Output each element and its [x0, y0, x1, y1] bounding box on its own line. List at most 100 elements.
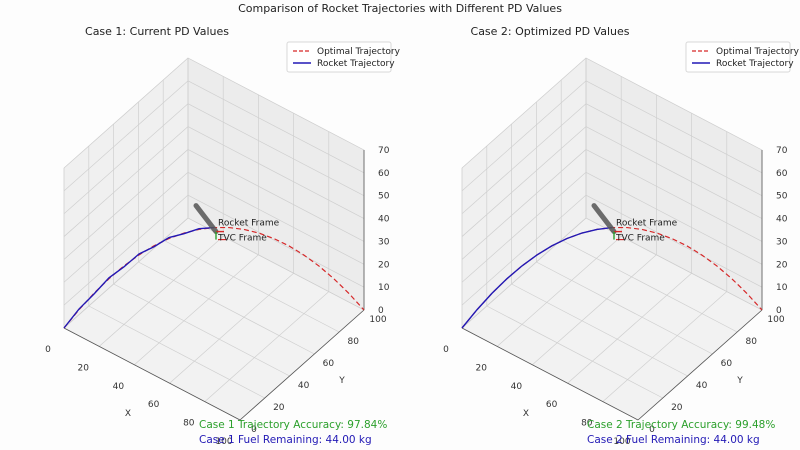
- y-tick-label: 40: [696, 381, 708, 391]
- floor-grid-line: [98, 236, 224, 347]
- y-tick-label: 100: [767, 315, 784, 325]
- left-grid-line: [63, 57, 189, 169]
- floor-grid-line: [134, 254, 259, 366]
- floor-grid-line: [567, 272, 692, 384]
- z-tick-label: 70: [378, 146, 390, 156]
- y-tick-label: 40: [298, 381, 310, 391]
- case2-panel: Case 2: Optimized PD Values0204060801000…: [443, 25, 799, 447]
- back-grid-line: [585, 103, 763, 197]
- back-grid-line: [585, 149, 763, 242]
- rocket-trajectory-line: [63, 226, 215, 329]
- back-grid-line: [585, 194, 763, 288]
- z-tick-label: 0: [378, 306, 384, 316]
- tvc-frame-label: TVC Frame: [217, 234, 267, 244]
- x-tick-label: 100: [613, 437, 630, 447]
- y-tick-label: 0: [251, 425, 257, 435]
- x-axis-label: X: [125, 409, 131, 419]
- floor-grid-line: [536, 261, 713, 355]
- fuel-text: Case 2 Fuel Remaining: 44.00 kg: [587, 434, 760, 446]
- x-axis-line: [63, 327, 241, 421]
- y-tick-label: 20: [671, 403, 683, 413]
- y-tick-label: 60: [323, 359, 335, 369]
- subplot-title: Case 2: Optimized PD Values: [471, 25, 630, 38]
- z-tick-label: 50: [776, 192, 788, 202]
- left-grid-line: [63, 217, 189, 329]
- back-grid-line: [187, 194, 365, 288]
- accuracy-text: Case 1 Trajectory Accuracy: 97.84%: [199, 419, 387, 431]
- y-axis-label: Y: [338, 376, 345, 386]
- y-tick-label: 80: [347, 337, 359, 347]
- fuel-text: Case 1 Fuel Remaining: 44.00 kg: [199, 434, 372, 446]
- x-tick-label: 0: [443, 345, 449, 355]
- legend-label-rocket: Rocket Trajectory: [716, 59, 794, 69]
- z-tick-label: 0: [776, 306, 782, 316]
- x-tick-label: 80: [183, 419, 195, 429]
- z-tick-label: 40: [378, 215, 390, 225]
- legend-box: [286, 41, 392, 73]
- x-axis-label: X: [523, 409, 529, 419]
- back-grid-line: [187, 149, 365, 242]
- back-grid-line: [187, 103, 365, 197]
- back-grid-line: [585, 126, 763, 219]
- x-tick-label: 80: [581, 419, 593, 429]
- legend-label-optimal: Optimal Trajectory: [317, 47, 401, 57]
- floor-grid-line: [561, 239, 738, 333]
- left-grid-line: [63, 149, 189, 260]
- back-grid-line: [187, 126, 365, 219]
- figure-title: Comparison of Rocket Trajectories with D…: [238, 2, 562, 15]
- rocket-body-icon: [193, 203, 219, 235]
- floor-grid-line: [169, 272, 294, 384]
- floor-grid-line: [496, 236, 622, 347]
- left-grid-line: [461, 80, 587, 192]
- x-tick-label: 40: [113, 382, 125, 392]
- x-tick-label: 60: [546, 400, 558, 410]
- y-tick-label: 100: [369, 315, 386, 325]
- floor-grid-line: [486, 305, 663, 399]
- x-tick-label: 60: [148, 400, 160, 410]
- z-tick-label: 20: [776, 260, 788, 270]
- floor-grid-line: [88, 305, 265, 399]
- z-tick-label: 30: [378, 237, 390, 247]
- floor-grid-line: [532, 254, 657, 366]
- back-grid-line: [585, 57, 763, 151]
- z-tick-label: 60: [776, 169, 788, 179]
- z-tick-label: 50: [378, 192, 390, 202]
- subplot-title: Case 1: Current PD Values: [85, 25, 229, 38]
- x-tick-label: 40: [511, 382, 523, 392]
- rocket-body-icon: [591, 203, 617, 235]
- left-grid-line: [461, 217, 587, 329]
- z-tick-label: 20: [378, 260, 390, 270]
- legend-label-rocket: Rocket Trajectory: [317, 59, 395, 69]
- back-grid-line: [585, 171, 763, 265]
- left-grid-line: [63, 126, 189, 237]
- y-axis-line: [239, 309, 365, 421]
- legend-box: [685, 41, 791, 73]
- left-grid-line: [63, 103, 189, 214]
- z-tick-label: 30: [776, 237, 788, 247]
- x-tick-label: 100: [215, 437, 232, 447]
- y-tick-label: 60: [721, 359, 733, 369]
- left-grid-line: [63, 172, 189, 283]
- legend-label-optimal: Optimal Trajectory: [716, 47, 800, 57]
- y-axis-line: [637, 309, 763, 421]
- floor-grid-line: [511, 283, 688, 377]
- back-grid-line: [187, 80, 365, 174]
- y-tick-label: 0: [649, 425, 655, 435]
- left-grid-line: [461, 126, 587, 237]
- x-tick-label: 0: [45, 345, 51, 355]
- x-axis-line: [461, 327, 639, 421]
- floor-grid-line: [163, 239, 340, 333]
- z-tick-label: 60: [378, 169, 390, 179]
- back-grid-line: [585, 80, 763, 174]
- floor-grid-line: [204, 291, 330, 402]
- back-grid-line: [187, 171, 365, 265]
- left-grid-line: [461, 172, 587, 283]
- back-grid-line: [187, 57, 365, 151]
- left-grid-line: [63, 194, 189, 306]
- y-tick-label: 20: [273, 403, 285, 413]
- x-tick-label: 20: [475, 363, 487, 373]
- left-grid-line: [63, 80, 189, 192]
- z-tick-label: 40: [776, 215, 788, 225]
- rocket-frame-label: Rocket Frame: [616, 219, 678, 229]
- case1-panel: Case 1: Current PD Values020406080100020…: [45, 25, 400, 447]
